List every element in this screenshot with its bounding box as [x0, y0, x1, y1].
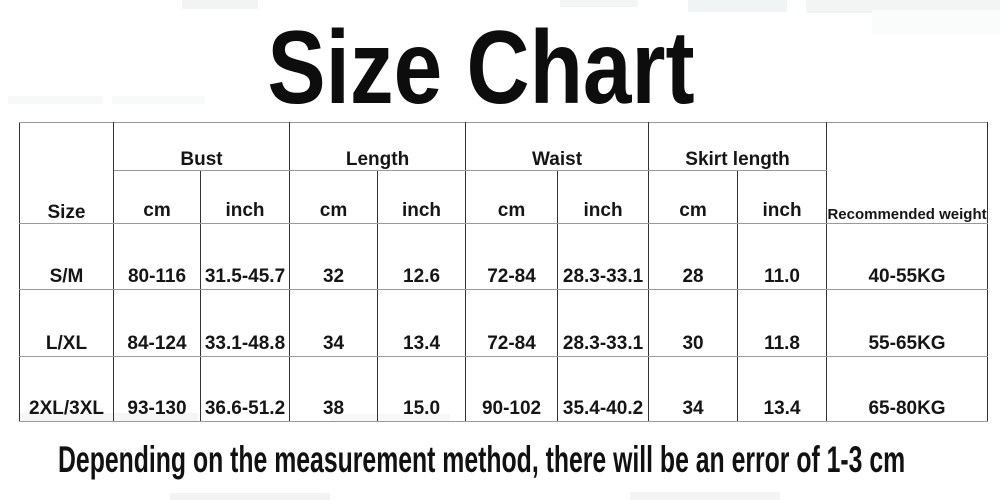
page-title: Size Chart [267, 10, 695, 126]
cell-bust-inch: 33.1-48.8 [199, 289, 291, 357]
jpeg-artifact [182, 0, 258, 9]
cell-size: S/M [19, 223, 114, 290]
header-bust: Bust [112, 122, 291, 171]
cell-bust-cm: 93-130 [113, 356, 201, 422]
header-length: Length [289, 122, 467, 171]
unit-bust-inch: inch [199, 170, 291, 224]
cell-waist-cm: 90-102 [465, 356, 559, 422]
cell-length-cm: 32 [289, 223, 379, 290]
cell-skirt-inch: 11.0 [737, 223, 828, 290]
cell-skirt-cm: 28 [648, 223, 739, 290]
jpeg-artifact [560, 0, 638, 7]
measurement-error-note: Depending on the measurement method, the… [58, 439, 906, 480]
jpeg-artifact [112, 96, 205, 104]
size-chart-table: Size Bust Length Waist Skirt length Reco… [19, 122, 989, 422]
jpeg-artifact [688, 0, 787, 12]
unit-waist-inch: inch [557, 170, 650, 224]
jpeg-artifact [872, 10, 1000, 34]
unit-skirt-inch: inch [737, 170, 828, 224]
cell-length-inch: 12.6 [377, 223, 467, 290]
table-row: L/XL 84-124 33.1-48.8 34 13.4 72-84 28.3… [19, 289, 989, 357]
cell-skirt-cm: 34 [648, 356, 739, 422]
cell-waist-inch: 28.3-33.1 [557, 223, 650, 290]
jpeg-artifact [8, 96, 103, 104]
unit-length-inch: inch [377, 170, 467, 224]
header-recommended-weight: Recommended weight [826, 122, 989, 224]
header-skirt-length: Skirt length [648, 122, 828, 171]
cell-bust-inch: 31.5-45.7 [199, 223, 291, 290]
cell-size: 2XL/3XL [19, 356, 114, 422]
unit-waist-cm: cm [465, 170, 559, 224]
cell-length-cm: 34 [289, 289, 379, 357]
cell-skirt-cm: 30 [648, 289, 739, 357]
cell-size: L/XL [19, 289, 114, 357]
unit-skirt-cm: cm [648, 170, 739, 224]
cell-waist-inch: 28.3-33.1 [557, 289, 650, 357]
unit-length-cm: cm [289, 170, 379, 224]
table-row: 2XL/3XL 93-130 36.6-51.2 38 15.0 90-102 … [19, 356, 989, 422]
jpeg-artifact [806, 0, 1000, 13]
header-waist: Waist [465, 122, 650, 171]
cell-weight: 65-80KG [826, 356, 989, 422]
cell-waist-cm: 72-84 [465, 289, 559, 357]
cell-waist-cm: 72-84 [465, 223, 559, 290]
cell-weight: 55-65KG [826, 289, 989, 357]
cell-bust-cm: 80-116 [113, 223, 201, 290]
cell-skirt-inch: 13.4 [737, 356, 828, 422]
cell-skirt-inch: 11.8 [737, 289, 828, 357]
cell-waist-inch: 35.4-40.2 [557, 356, 650, 422]
jpeg-artifact [630, 492, 780, 500]
jpeg-artifact [170, 493, 330, 500]
cell-length-inch: 13.4 [377, 289, 467, 357]
unit-bust-cm: cm [113, 170, 201, 224]
cell-bust-inch: 36.6-51.2 [199, 356, 291, 422]
cell-length-inch: 15.0 [377, 356, 467, 422]
cell-weight: 40-55KG [826, 223, 989, 290]
cell-bust-cm: 84-124 [113, 289, 201, 357]
header-size: Size [19, 122, 114, 224]
table-row: S/M 80-116 31.5-45.7 32 12.6 72-84 28.3-… [19, 223, 989, 290]
cell-length-cm: 38 [289, 356, 379, 422]
